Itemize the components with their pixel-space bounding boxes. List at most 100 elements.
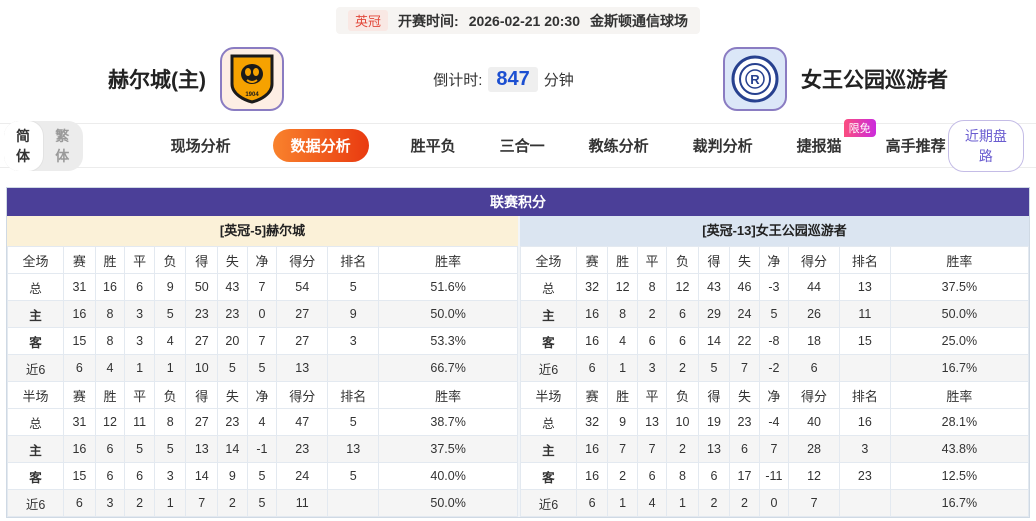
league-badge: 英冠 — [348, 10, 389, 31]
stat-cell: 7 — [185, 489, 219, 517]
stat-cell: 6 — [575, 354, 609, 382]
row-label: 主 — [6, 435, 65, 463]
kickoff-time: 2026-02-21 20:30 — [468, 12, 580, 29]
stat-cell: 8 — [607, 300, 638, 328]
stat-cell: 19 — [697, 408, 731, 436]
tab-0[interactable]: 现场分析 — [170, 138, 231, 155]
column-header-cell: 排名 — [838, 381, 891, 409]
stat-cell: 13 — [636, 408, 668, 436]
stat-cell: 8 — [94, 327, 126, 355]
stat-cell: 37.5% — [889, 273, 1030, 301]
stat-cell: 0 — [246, 300, 278, 328]
league-standings: 联赛积分 [英冠-5]赫尔城 全场赛胜平负得失净得分 排名 胜率总 31 16 6 9 50 43… — [6, 187, 1030, 518]
stat-cell: 14 — [697, 327, 731, 355]
nav-bar: 简体 繁体 现场分析 数据分析 胜平负 三合一 教练分析 裁判分析 捷报猫 限免 高手推荐 近期… — [0, 119, 1036, 172]
stat-cell: -2 — [758, 354, 790, 382]
stat-cell: -4 — [758, 408, 790, 436]
standings-title: 联赛积分 — [7, 188, 1029, 216]
stat-cell: 50 — [185, 273, 219, 301]
tab-4[interactable]: 教练分析 — [588, 138, 649, 155]
column-header-cell: 失 — [217, 381, 248, 409]
stat-cell: 5 — [327, 462, 380, 490]
stat-cell: 23 — [729, 408, 760, 436]
stat-cell: 43.8% — [889, 435, 1030, 463]
stat-cell: 26 — [788, 300, 840, 328]
match-info-bar: 英冠 开赛时间: 2026-02-21 20:30 金斯顿通信球场 — [0, 0, 1036, 34]
stat-cell: 1 — [607, 354, 638, 382]
stat-cell: 54 — [276, 273, 329, 301]
stat-cell: 13 — [838, 273, 891, 301]
tab-5[interactable]: 裁判分析 — [692, 138, 753, 155]
column-header-cell: 胜率 — [378, 381, 518, 409]
stat-cell: 23 — [185, 300, 219, 328]
stat-cell: 11 — [838, 300, 891, 328]
stat-cell: 17 — [729, 462, 760, 490]
tab-7[interactable]: 高手推荐 — [885, 138, 946, 155]
kickoff-label: 开赛时间: — [398, 12, 459, 29]
countdown: 倒计时: 847 分钟 — [433, 66, 574, 92]
stat-cell: 6 — [636, 327, 668, 355]
stat-cell: 16.7% — [889, 489, 1030, 517]
stat-cell: 16 — [838, 408, 891, 436]
stat-cell: 4 — [636, 489, 668, 517]
stat-cell: 2 — [124, 489, 155, 517]
row-label: 主 — [520, 300, 577, 328]
stat-cell: 6 — [636, 462, 668, 490]
stats-row-away: 客 15 6 6 3 14 9 5 24 5 40.0% — [6, 462, 518, 490]
stat-cell: 16 — [575, 435, 609, 463]
stat-cell: 47 — [276, 408, 329, 436]
stat-cell: 5 — [217, 354, 248, 382]
stats-row-total: 总 31 12 11 8 27 23 4 47 5 38.7% — [6, 408, 518, 436]
stat-cell: 3 — [636, 354, 668, 382]
stat-cell: 27 — [276, 300, 329, 328]
stat-cell: 14 — [185, 462, 219, 490]
stat-cell: 44 — [788, 273, 840, 301]
stat-cell: 16.7% — [889, 354, 1030, 382]
stat-cell: 37.5% — [378, 435, 518, 463]
stat-cell: 27 — [185, 327, 219, 355]
tab-6[interactable]: 捷报猫 限免 — [795, 119, 876, 161]
stat-cell: 7 — [636, 435, 668, 463]
stat-cell: 3 — [124, 300, 155, 328]
row-label: 客 — [520, 462, 577, 490]
stats-row-total: 总 32 12 8 12 43 46 -3 44 13 37.5% — [520, 273, 1030, 301]
column-header-cell: 净 — [246, 381, 278, 409]
stats-row-away: 客 16 2 6 8 6 17 -11 12 23 12.5% — [520, 462, 1030, 490]
stat-cell: 2 — [666, 354, 699, 382]
stat-cell: 43 — [697, 273, 731, 301]
stat-cell: 6 — [575, 489, 609, 517]
row-label: 总 — [6, 408, 65, 436]
tab-2[interactable]: 胜平负 — [410, 138, 456, 155]
stat-cell: 3 — [124, 327, 155, 355]
stat-cell: 3 — [153, 462, 187, 490]
stat-cell: 32 — [575, 273, 609, 301]
stat-cell: 24 — [729, 300, 760, 328]
stat-cell: 8 — [666, 462, 699, 490]
column-header-cell: 全场 — [520, 246, 577, 274]
column-header-cell: 全场 — [6, 246, 65, 274]
stat-cell: 4 — [153, 327, 187, 355]
stat-cell: 3 — [838, 435, 891, 463]
nav-tabs: 现场分析 数据分析 胜平负 三合一 教练分析 裁判分析 捷报猫 限免 高手推荐 — [169, 119, 948, 162]
stat-cell: 27 — [185, 408, 219, 436]
stat-cell: 50.0% — [889, 300, 1030, 328]
stat-cell: 2 — [217, 489, 248, 517]
stat-cell: 7 — [758, 435, 790, 463]
stat-cell: 7 — [788, 489, 840, 517]
column-header-cell: 负 — [153, 246, 187, 274]
stat-cell: 6 — [94, 462, 126, 490]
column-header-cell: 负 — [153, 381, 187, 409]
tab-3[interactable]: 三合一 — [499, 138, 545, 155]
stat-cell: 14 — [217, 435, 248, 463]
recent-odds-button[interactable]: 近期盘路 — [947, 119, 1024, 172]
column-header-row: 半场赛胜平负得失净得分 排名 胜率 — [6, 381, 518, 409]
column-header-cell: 排名 — [838, 246, 891, 274]
tab-1[interactable]: 数据分析 — [272, 129, 369, 162]
column-header-cell: 净 — [758, 381, 790, 409]
lang-traditional[interactable]: 繁体 — [55, 127, 70, 164]
lang-simplified[interactable]: 简体 — [4, 120, 44, 171]
stat-cell: 5 — [153, 435, 187, 463]
away-standings: [英冠-13]女王公园巡游者 全场赛胜平负得失净得分 排名 胜率总 32 12 8 12 43 4… — [518, 216, 1030, 517]
stat-cell: 25.0% — [889, 327, 1030, 355]
